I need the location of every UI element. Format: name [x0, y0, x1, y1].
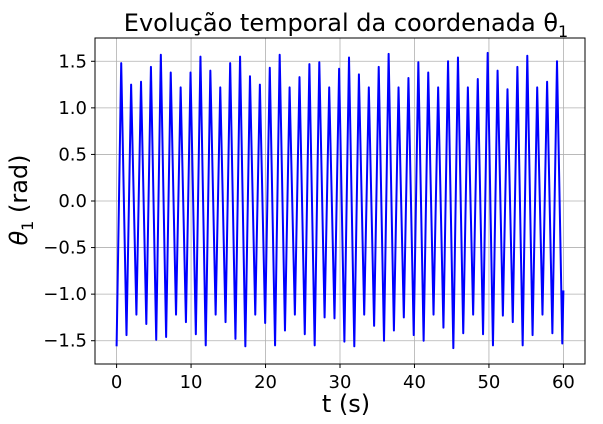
x-tick-label: 60	[552, 372, 575, 393]
x-tick-label: 50	[477, 372, 500, 393]
x-tick-label: 40	[403, 372, 426, 393]
x-tick-label: 30	[329, 372, 352, 393]
y-tick-label: 0.0	[58, 191, 87, 212]
y-tick-label: −1.5	[43, 331, 87, 352]
y-tick-label: 0.5	[58, 144, 87, 165]
x-axis-ticks: 0 10 20 30 40 50 60	[111, 364, 575, 393]
y-tick-label: −0.5	[43, 238, 87, 259]
x-axis-label: t (s)	[322, 390, 370, 418]
chart-title: Evolução temporal da coordenada θ1	[124, 9, 568, 41]
y-tick-label: −1.0	[43, 284, 87, 305]
y-tick-label: 1.0	[58, 98, 87, 119]
y-tick-label: 1.5	[58, 51, 87, 72]
y-axis-label: θ1 (rad)	[5, 154, 37, 245]
x-tick-label: 10	[180, 372, 203, 393]
series-line	[115, 51, 565, 350]
x-tick-label: 20	[254, 372, 277, 393]
series-group	[115, 51, 565, 350]
y-axis-ticks: −1.5 −1.0 −0.5 0.0 0.5 1.0 1.5	[43, 51, 95, 352]
x-tick-label: 0	[111, 372, 122, 393]
